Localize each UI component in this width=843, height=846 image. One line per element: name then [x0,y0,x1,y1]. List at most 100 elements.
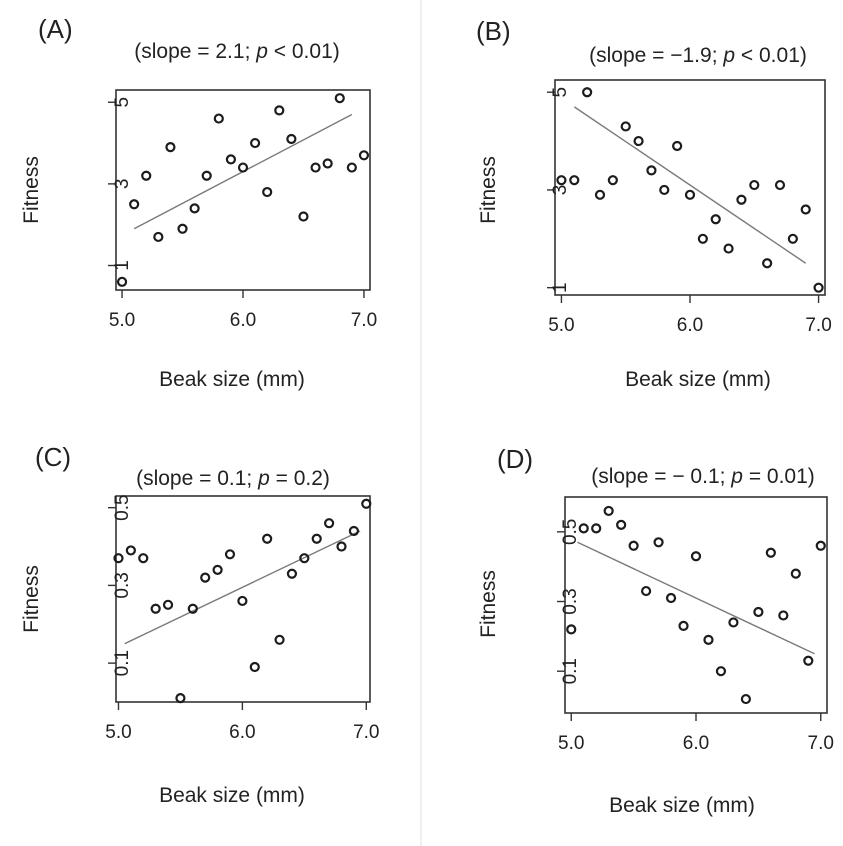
subtitle-slope-text: (slope = 2.1; [134,40,256,63]
data-point [358,150,370,161]
data-point [141,170,152,181]
x-tick-label: 6.0 [683,733,709,754]
data-point [274,634,285,645]
panel-subtitle: (slope = −1.9; p < 0.01) [589,44,807,67]
data-point [578,523,589,534]
data-point [113,553,124,564]
data-point [224,549,236,560]
data-point [162,599,174,610]
y-tick-label: 0.3 [112,572,133,598]
y-tick-label: 0.5 [112,494,133,520]
data-point [249,661,260,673]
plot-frame [115,89,371,291]
regression-line [124,530,361,645]
y-tick-label: 0.1 [112,650,133,676]
data-point [348,525,359,537]
data-point [153,231,164,243]
subtitle-p-value-text: = 0.01) [743,465,815,488]
data-point [594,189,606,200]
scatter-panel: (C) (slope = 0.1; p = 0.2) 5.0 6.0 7.0 0.1 0.3… [20,442,379,807]
data-point [659,184,670,196]
data-point [749,179,760,191]
y-tick-label: 0.5 [560,519,581,545]
data-point [646,165,657,176]
data-point [556,175,567,186]
data-point [334,93,345,104]
data-point [690,551,702,562]
x-tick-label: 5.0 [548,315,574,336]
data-point [678,620,689,632]
data-point [697,233,708,244]
data-point [125,545,136,556]
panel-subtitle: (slope = 2.1; p < 0.01) [134,40,340,63]
data-point [177,223,188,234]
y-tick-label: 3 [112,179,133,190]
subtitle-p-symbol: p [730,465,743,488]
y-tick-label: 5 [112,97,133,108]
data-point [225,154,237,165]
data-point [310,162,321,173]
plot-frame [564,496,828,714]
data-point [774,179,786,191]
y-axis-label: Fitness [477,570,500,638]
data-point [286,568,298,579]
subtitle-p-value-text: = 0.2) [270,467,330,490]
data-point [620,121,631,132]
subtitle-p-symbol: p [257,467,270,490]
data-point [237,162,249,173]
data-point [569,175,580,186]
data-point [336,541,347,552]
x-axis-label: Beak size (mm) [159,368,305,391]
data-point [616,519,627,530]
data-point [628,540,639,551]
panel-letter: (A) [38,14,73,44]
data-point [815,540,826,551]
data-point [778,610,789,621]
data-point [640,585,652,597]
x-tick-label: 6.0 [229,722,255,743]
data-point [175,693,186,704]
plot-frame [554,79,826,296]
data-point [311,533,322,544]
data-point [274,105,285,116]
data-point [607,175,618,186]
data-point [361,498,372,509]
scatter-panel: (B) (slope = −1.9; p < 0.01) 5.0 6.0 7.0 1 3 5 B… [476,16,832,391]
data-point [129,199,140,210]
data-point [324,518,335,529]
data-point [672,140,683,152]
y-tick-label: 3 [550,185,571,196]
data-point [653,537,664,548]
x-tick-label: 5.0 [105,722,131,743]
data-point [736,194,747,205]
subtitle-p-value-text: < 0.01) [735,44,807,67]
data-point [249,137,261,149]
data-point [803,655,814,666]
data-point [633,135,644,147]
panel-letter: (B) [476,16,511,46]
x-tick-label: 7.0 [805,315,831,336]
scatter-panel: (D) (slope = − 0.1; p = 0.01) 5.0 6.0 7.0 0.1… [477,444,834,817]
data-point [740,693,752,705]
data-point [187,603,198,614]
data-point [346,162,357,173]
data-point [715,666,727,677]
x-axis-label: Beak size (mm) [159,784,305,807]
subtitle-slope-text: (slope = −1.9; [589,44,723,67]
subtitle-p-value-text: < 0.01) [268,40,340,63]
data-point [813,282,824,293]
data-point [262,186,273,198]
data-point [582,87,593,98]
data-point [286,133,297,145]
x-tick-label: 7.0 [808,733,834,754]
data-point [703,634,714,645]
y-axis-label: Fitness [477,156,500,224]
data-point [591,523,602,534]
data-point [762,258,773,269]
x-tick-label: 5.0 [109,310,135,331]
y-tick-label: 0.3 [560,588,581,614]
panel-letter: (D) [497,444,533,474]
data-point [765,547,776,558]
data-point [298,211,309,222]
